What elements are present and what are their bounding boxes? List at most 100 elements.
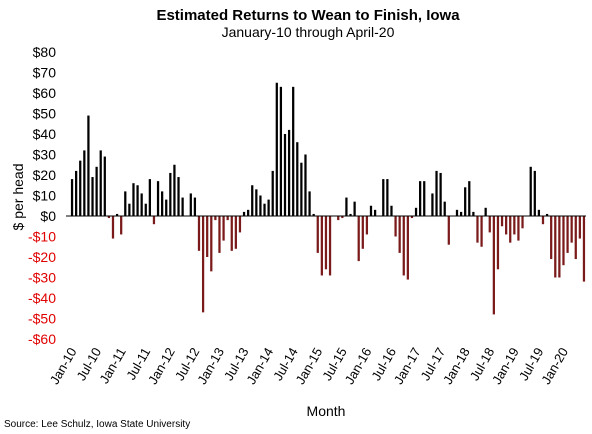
- bar: [582, 216, 586, 282]
- bar: [242, 211, 246, 216]
- bar: [115, 213, 119, 216]
- bar: [419, 181, 422, 216]
- bar: [238, 216, 242, 233]
- bar: [156, 181, 160, 216]
- bar: [271, 170, 274, 216]
- bar: [210, 216, 213, 272]
- bar: [521, 216, 524, 229]
- bar: [439, 172, 442, 216]
- bar: [382, 179, 385, 216]
- x-axis-label: Month: [307, 403, 346, 419]
- bar: [570, 216, 573, 243]
- bar: [558, 216, 561, 278]
- bar: [75, 170, 78, 216]
- bar: [447, 216, 450, 245]
- bar: [443, 201, 446, 216]
- bar: [529, 166, 532, 216]
- bar: [410, 216, 414, 219]
- bar: [414, 207, 418, 216]
- bar: [365, 216, 369, 235]
- bar: [234, 216, 237, 249]
- y-tick-label: $30: [33, 147, 57, 163]
- bar: [533, 170, 536, 216]
- bar: [247, 209, 250, 216]
- bar: [480, 216, 483, 247]
- bar: [214, 216, 217, 221]
- bar: [455, 209, 459, 216]
- x-axis-ticks: Jan-10Jul-10Jan-11Jul-11Jan-12Jul-12Jan-…: [47, 345, 571, 387]
- bar: [468, 181, 471, 216]
- y-tick-label: -$50: [28, 311, 56, 327]
- bar: [152, 216, 156, 225]
- y-tick-label: $10: [33, 188, 57, 204]
- bar-series: [70, 82, 586, 315]
- bar: [181, 197, 184, 216]
- bar: [197, 216, 201, 251]
- bar: [353, 201, 356, 216]
- bar: [107, 216, 111, 219]
- bar: [193, 197, 197, 216]
- bar: [496, 216, 500, 270]
- bar: [320, 216, 323, 276]
- y-tick-label: $80: [33, 44, 57, 60]
- bar: [505, 216, 508, 235]
- bar: [308, 191, 311, 216]
- bar: [402, 216, 405, 276]
- y-axis-ticks: $80 $70 $60 $50 $40 $30 $20 $10 $0 -$10 -$20 -$30 -$…: [28, 44, 56, 347]
- y-tick-label: $20: [33, 167, 57, 183]
- bar: [513, 216, 516, 235]
- y-tick-label: $60: [33, 85, 57, 101]
- y-tick-label: -$20: [28, 249, 56, 265]
- bar: [423, 181, 426, 216]
- bar: [283, 134, 287, 216]
- bar: [373, 209, 377, 216]
- bar: [218, 216, 221, 253]
- bar: [99, 150, 102, 216]
- bar: [554, 216, 557, 278]
- bar: [509, 216, 512, 243]
- bar: [517, 216, 520, 241]
- bar: [79, 160, 82, 216]
- bar: [328, 216, 332, 276]
- bar: [177, 177, 180, 216]
- bar: [165, 199, 168, 216]
- bar: [161, 191, 164, 216]
- bar: [275, 82, 278, 216]
- bar: [91, 177, 94, 216]
- chart-title: Estimated Returns to Wean to Finish, Iow…: [156, 7, 460, 24]
- bar: [324, 216, 328, 270]
- y-tick-label: -$40: [28, 290, 56, 306]
- bar: [537, 209, 541, 216]
- y-tick-label: $0: [40, 208, 56, 224]
- y-tick-label: -$60: [28, 331, 56, 347]
- bar: [103, 156, 106, 216]
- bar: [562, 216, 565, 266]
- bar: [566, 216, 569, 253]
- source-note: Source: Lee Schulz, Iowa State Universit…: [4, 419, 190, 430]
- bar: [464, 187, 467, 216]
- y-tick-label: $40: [33, 126, 57, 142]
- y-tick-label: $70: [33, 65, 57, 81]
- bar: [550, 216, 553, 260]
- bar: [148, 179, 151, 216]
- bar: [312, 213, 315, 216]
- y-tick-label: -$10: [28, 229, 56, 245]
- bar: [304, 154, 307, 216]
- bar: [337, 216, 340, 221]
- bar: [132, 183, 135, 216]
- bar: [144, 203, 147, 216]
- bar: [263, 203, 266, 216]
- bar: [361, 216, 364, 249]
- bar: [541, 216, 545, 225]
- bar: [406, 216, 409, 280]
- bar: [341, 216, 344, 219]
- bar: [357, 216, 360, 262]
- bar: [226, 216, 229, 221]
- bar: [189, 193, 192, 216]
- bar: [287, 129, 291, 216]
- bar: [472, 211, 475, 216]
- bar: [206, 216, 209, 257]
- bar: [394, 216, 397, 237]
- bar: [476, 216, 479, 243]
